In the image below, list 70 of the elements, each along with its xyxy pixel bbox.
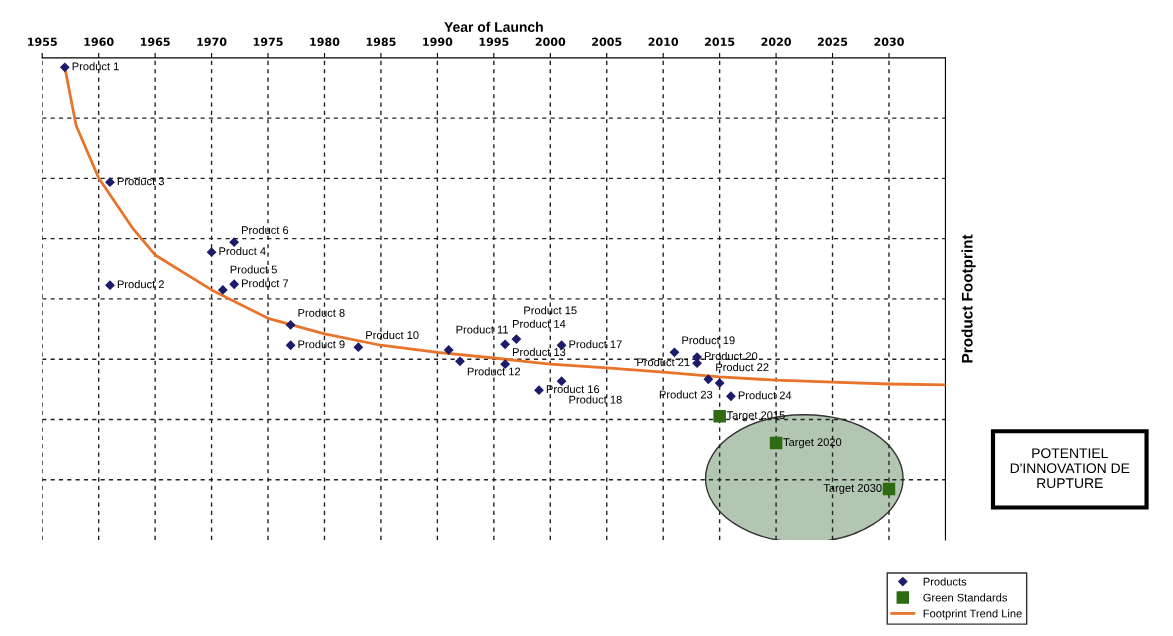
annotation: Product 18 [569, 395, 622, 404]
point [703, 374, 713, 384]
point [713, 409, 726, 423]
annotation: Product 16 [546, 384, 600, 394]
text: POTENTIEL D'INNOVATION DE RUPTURE [1010, 448, 1130, 489]
annotation: Product 2 [117, 280, 164, 289]
x-tick-label: 2015 [705, 37, 735, 46]
annotation: Product 4 [219, 246, 266, 256]
point [105, 177, 115, 187]
point [534, 385, 544, 395]
point [715, 378, 725, 388]
annotation: Product 5 [230, 265, 277, 274]
point [669, 347, 680, 357]
point [769, 436, 783, 450]
x-tick-label: 1970 [197, 37, 227, 46]
annotation: Product 21 [637, 358, 690, 367]
x-tick-label: 1965 [140, 37, 170, 46]
point [500, 339, 510, 349]
point [229, 237, 239, 247]
annotation: Product 13 [512, 347, 566, 357]
x-tick-label: 2010 [648, 37, 679, 46]
point [105, 280, 115, 290]
annotation: Product 15 [524, 306, 577, 315]
point [511, 334, 522, 344]
x-tick-label: 1960 [84, 37, 114, 46]
legend-label: Products [923, 577, 967, 586]
x-tick-label: 1955 [28, 37, 57, 46]
annotation: Product 3 [117, 177, 164, 186]
x-tick-label: 1985 [366, 37, 396, 46]
annotation: Target 2020 [783, 438, 842, 449]
point [726, 391, 736, 401]
x-tick-label: 2000 [535, 37, 566, 46]
point [285, 320, 296, 330]
y-axis-title: Product Footprint [961, 234, 976, 363]
point [229, 279, 239, 289]
annotation: Product 20 [704, 351, 758, 361]
point [455, 356, 465, 366]
point [556, 376, 567, 386]
point [206, 247, 217, 257]
legend-label: Footprint Trend Line [923, 609, 1022, 620]
annotation: Product 9 [298, 340, 345, 349]
point [882, 482, 896, 496]
point [218, 285, 228, 295]
annotation: Target 2030 [823, 484, 882, 495]
legend-label: Green Standards [923, 593, 1008, 602]
x-tick-label: 2020 [761, 37, 792, 46]
x-tick-label: 2025 [817, 37, 848, 46]
annotation: Product 24 [738, 391, 792, 400]
x-axis-title: Year of Launch [444, 21, 543, 32]
point [60, 62, 70, 72]
annotation: Product 22 [716, 362, 769, 372]
x-tick-label: 1990 [423, 37, 453, 46]
x-tick-label: 1980 [310, 37, 340, 46]
x-tick-label: 1995 [479, 37, 509, 46]
annotation: Product 10 [366, 330, 419, 339]
annotation: Product 12 [467, 367, 521, 376]
point [285, 340, 296, 350]
x-tick-label: 1975 [253, 37, 283, 46]
annotation: Product 23 [659, 390, 713, 399]
x-tick-label: 2005 [592, 37, 622, 46]
annotation: Product 1 [72, 62, 119, 71]
annotation: Product 14 [512, 319, 566, 328]
point [444, 345, 454, 355]
annotation: Product 7 [242, 279, 289, 288]
point [353, 342, 363, 352]
annotation: Product 11 [456, 325, 508, 334]
annotation: Product 19 [682, 336, 735, 345]
x-tick-label: 2030 [874, 37, 904, 46]
annotation: Product 6 [242, 225, 289, 235]
annotation: Product 17 [569, 340, 622, 349]
